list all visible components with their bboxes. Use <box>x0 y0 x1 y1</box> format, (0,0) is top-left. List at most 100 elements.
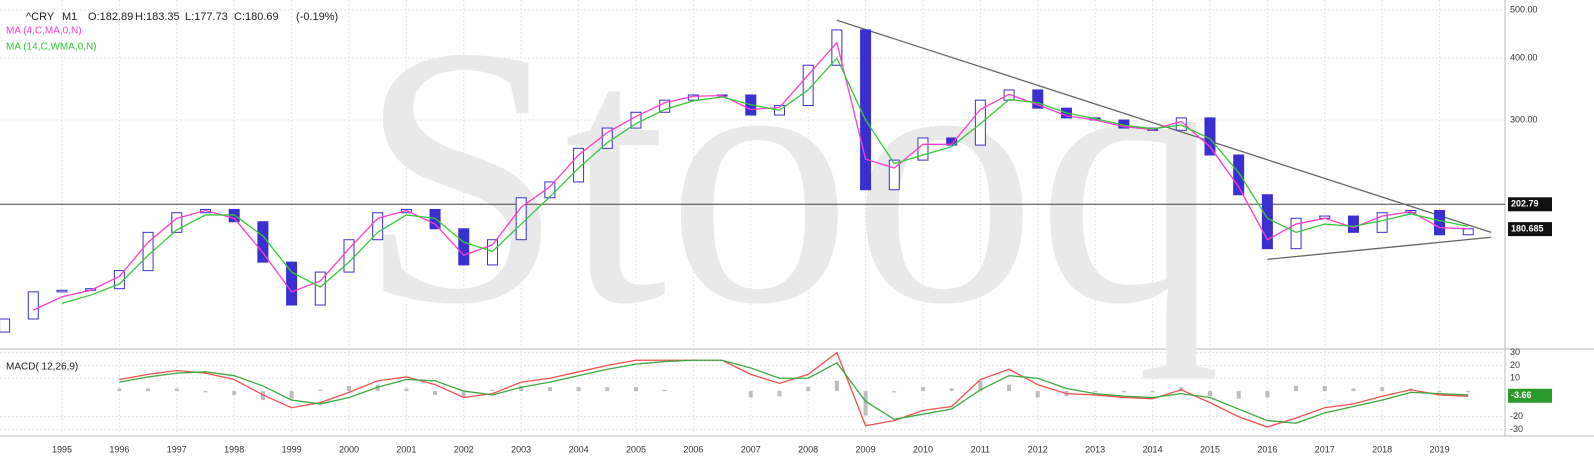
candle <box>573 147 585 183</box>
candle <box>0 318 11 333</box>
x-tick-label: 2017 <box>1315 444 1335 454</box>
histogram-bar <box>892 391 897 393</box>
x-tick-label: 2009 <box>856 444 876 454</box>
candle <box>1376 212 1388 233</box>
histogram-bar <box>1207 391 1212 397</box>
candle <box>1434 210 1446 236</box>
y-tick-label: 20 <box>1510 360 1520 370</box>
histogram-bar <box>461 391 466 398</box>
histogram-bar <box>547 387 552 392</box>
x-tick-label: 2014 <box>1143 444 1163 454</box>
candle <box>1233 154 1245 196</box>
histogram-bar <box>1236 391 1241 399</box>
y-tick-label: 300.00 <box>1510 114 1538 124</box>
histogram-bar <box>146 388 151 392</box>
x-tick-label: 2002 <box>454 444 474 454</box>
histogram-bar <box>920 387 925 392</box>
candle <box>630 111 642 129</box>
candle <box>486 239 498 266</box>
x-tick-label: 2000 <box>339 444 359 454</box>
x-tick-label: 2013 <box>1085 444 1105 454</box>
price-marker-box <box>1508 388 1552 403</box>
x-tick-label: 1998 <box>224 444 244 454</box>
candle <box>601 127 613 149</box>
histogram-bar <box>174 388 179 392</box>
histogram-bar <box>1093 391 1098 393</box>
candle <box>1032 89 1044 109</box>
candle <box>458 228 470 266</box>
price-marker-label: 180.685 <box>1511 224 1544 234</box>
histogram-bar <box>777 391 782 397</box>
x-tick-label: 2016 <box>1257 444 1277 454</box>
candle <box>860 29 872 191</box>
macd-line <box>119 359 1469 424</box>
histogram-bar <box>318 389 323 392</box>
candle <box>257 221 269 263</box>
histogram-bar <box>404 388 409 392</box>
histogram-bar <box>1121 391 1126 393</box>
price-marker-box <box>1508 222 1552 237</box>
histogram-bar <box>203 391 208 393</box>
y-tick-label: 30 <box>1510 347 1520 357</box>
x-tick-label: 2006 <box>683 444 703 454</box>
histogram-bar <box>490 389 495 392</box>
x-tick-label: 2004 <box>569 444 589 454</box>
y-tick-label: 400.00 <box>1510 52 1538 62</box>
trendline <box>1267 236 1492 261</box>
histogram-bar <box>806 387 811 392</box>
histogram-bar <box>662 389 667 392</box>
ma-line <box>33 41 1469 311</box>
candle <box>372 212 384 241</box>
candle <box>946 137 958 146</box>
histogram-bar <box>346 385 351 392</box>
candle <box>343 239 355 273</box>
histogram-bar <box>1265 391 1270 398</box>
legend-entry: MA (14,C,WMA,0,N) <box>6 42 97 53</box>
candle <box>917 137 929 161</box>
price-marker-label: -3.66 <box>1511 390 1532 400</box>
header-open: O:182.89 <box>88 11 133 23</box>
x-tick-label: 2019 <box>1430 444 1450 454</box>
x-tick-label: 2012 <box>1028 444 1048 454</box>
x-tick-label: 1997 <box>167 444 187 454</box>
x-tick-label: 2015 <box>1200 444 1220 454</box>
histogram-bar <box>1007 384 1012 392</box>
legend-entry: MA (4,C,MA,0,N) <box>6 26 82 37</box>
candle <box>1347 215 1359 233</box>
x-tick-label: 2007 <box>741 444 761 454</box>
candle <box>286 261 298 306</box>
histogram-bar <box>289 391 294 399</box>
histogram-bar <box>1466 391 1471 393</box>
y-tick-label: -20 <box>1510 411 1523 421</box>
x-tick-label: 1996 <box>109 444 129 454</box>
price-marker-label: 202.79 <box>1511 199 1539 209</box>
y-tick-label: -30 <box>1510 424 1523 434</box>
candle <box>27 291 39 320</box>
histogram-bar <box>1294 385 1299 392</box>
header-close: C:180.69 <box>234 11 279 23</box>
candle <box>659 99 671 113</box>
candle <box>1290 217 1302 250</box>
x-tick-label: 2003 <box>511 444 531 454</box>
histogram-bar <box>1437 391 1442 393</box>
histogram-bar <box>834 380 839 392</box>
histogram-bar <box>949 388 954 392</box>
x-tick-label: 1995 <box>52 444 72 454</box>
histogram-bar <box>1322 385 1327 392</box>
histogram-bar <box>1351 388 1356 392</box>
ma-line <box>61 56 1469 304</box>
histogram-bar <box>1380 387 1385 392</box>
x-tick-label: 2008 <box>798 444 818 454</box>
histogram-bar <box>433 391 438 395</box>
x-tick-label: 2001 <box>396 444 416 454</box>
histogram-bar <box>1150 391 1155 393</box>
histogram-bar <box>633 387 638 392</box>
candle <box>56 289 68 293</box>
candle <box>831 29 843 66</box>
macd-title: MACD( 12,26,9) <box>6 362 78 373</box>
candle <box>974 99 986 146</box>
histogram-bar <box>576 387 581 392</box>
x-tick-label: 2018 <box>1372 444 1392 454</box>
x-tick-label: 2005 <box>626 444 646 454</box>
